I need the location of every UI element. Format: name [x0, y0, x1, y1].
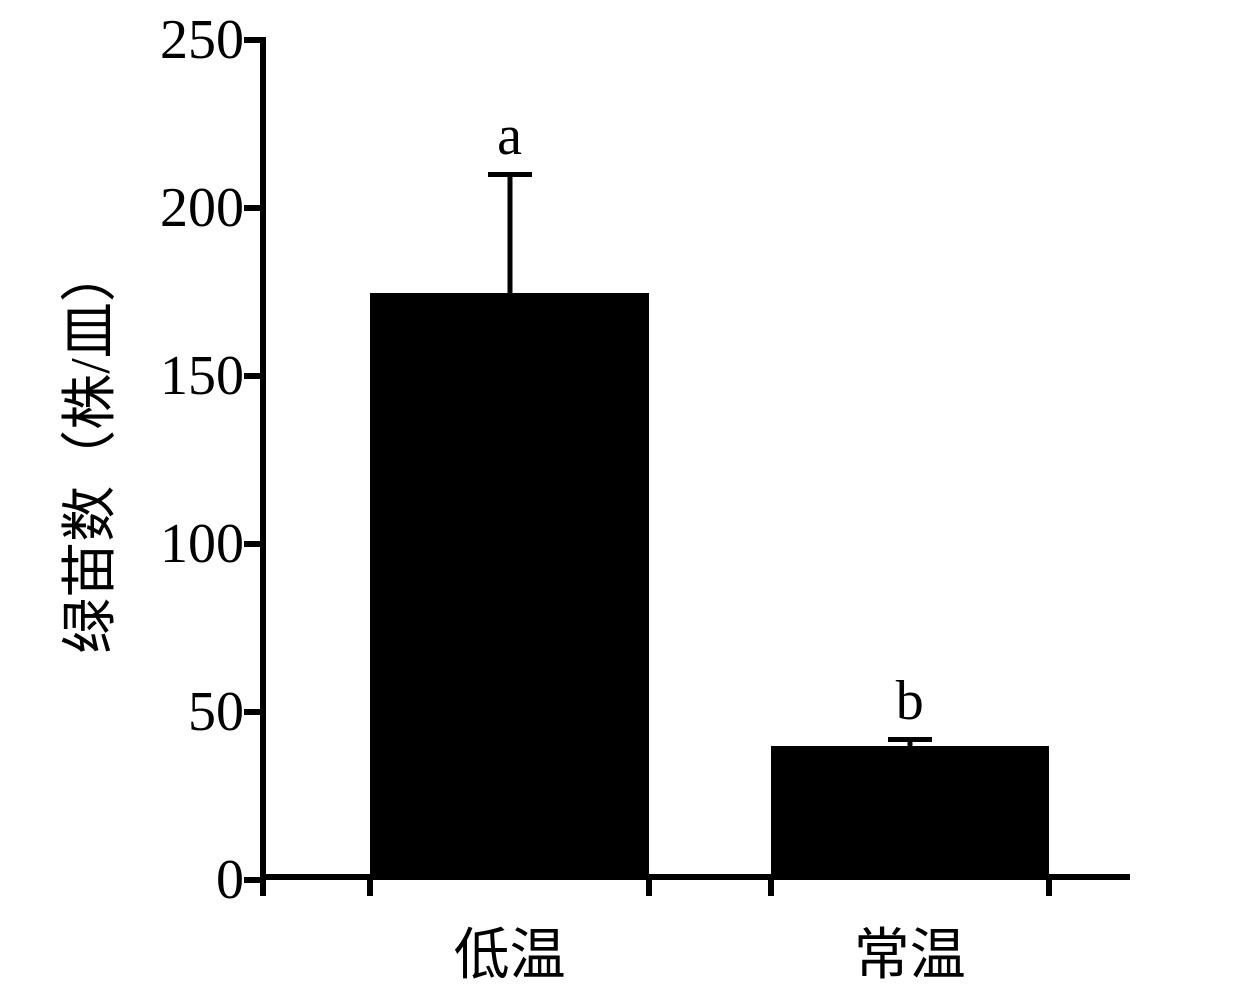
- x-tick: [367, 874, 373, 896]
- bar-1: [771, 746, 1049, 874]
- plot-area: 050100150200250低温a常温b: [260, 40, 1130, 880]
- bar-chart: 绿苗数（株/皿） 050100150200250低温a常温b: [50, 20, 1200, 980]
- x-tick-label: 常温: [810, 910, 1010, 991]
- x-tick-label: 低温: [410, 910, 610, 991]
- y-tick: [244, 205, 266, 211]
- y-tick: [244, 709, 266, 715]
- y-axis-label: 绿苗数（株/皿）: [45, 246, 126, 654]
- error-bar-stem: [507, 174, 512, 298]
- y-tick: [244, 37, 266, 43]
- y-tick-label: 150: [124, 344, 244, 408]
- y-tick: [244, 373, 266, 379]
- error-bar-cap: [488, 172, 532, 177]
- x-tick: [1046, 874, 1052, 896]
- x-tick: [768, 874, 774, 896]
- x-tick: [646, 874, 652, 896]
- y-tick-label: 200: [124, 176, 244, 240]
- y-tick-label: 250: [124, 8, 244, 72]
- significance-label: a: [497, 104, 522, 168]
- significance-label: b: [896, 669, 924, 733]
- y-tick-label: 100: [124, 512, 244, 576]
- bar-0: [370, 293, 648, 874]
- error-bar-cap: [888, 737, 932, 742]
- y-tick-label: 50: [124, 680, 244, 744]
- y-tick: [244, 541, 266, 547]
- y-tick-label: 0: [124, 848, 244, 912]
- x-tick: [260, 874, 266, 896]
